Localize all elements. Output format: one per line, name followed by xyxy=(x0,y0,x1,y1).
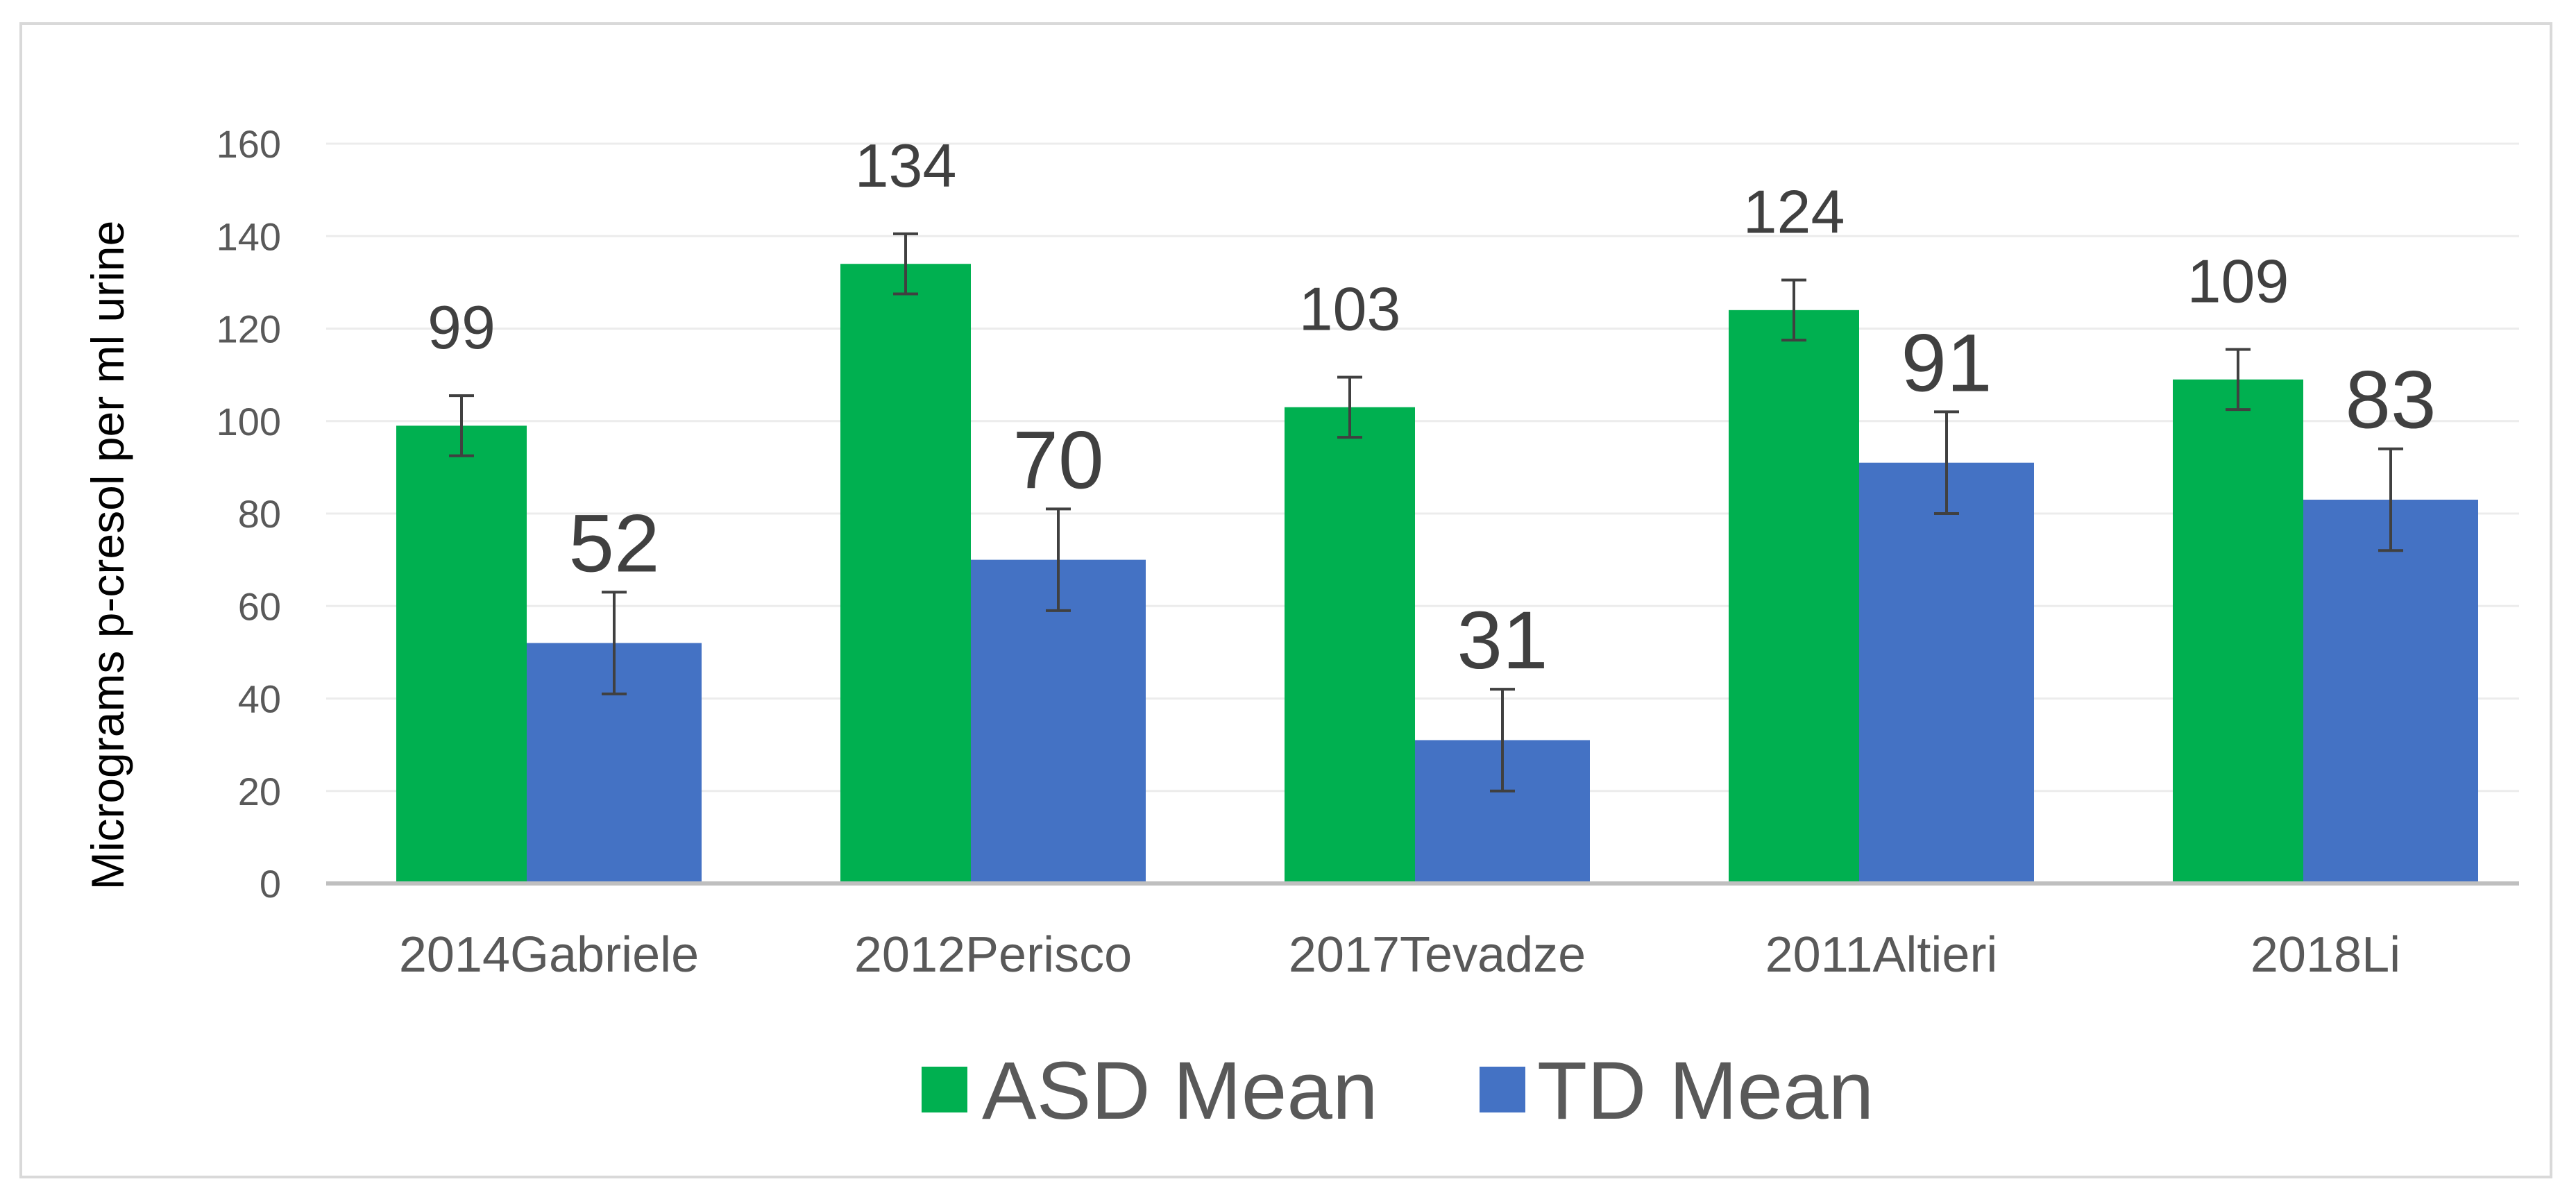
bar-td-mean xyxy=(971,559,1146,883)
y-tick-label: 60 xyxy=(238,584,281,628)
legend-label: TD Mean xyxy=(1537,1045,1874,1137)
error-bar-asd xyxy=(449,394,474,457)
data-label-td: 70 xyxy=(1012,414,1103,506)
legend-item-asd-mean[interactable]: ASD Mean xyxy=(922,1045,1378,1137)
legend-label: ASD Mean xyxy=(982,1045,1378,1137)
x-axis-categories: 2014Gabriele 2012Perisco 2017Tevadze 2011Al… xyxy=(399,927,2400,983)
bar-asd-mean xyxy=(1729,310,1859,884)
x-category-label: 2017Tevadze xyxy=(1289,927,1586,983)
y-tick-label: 120 xyxy=(217,307,281,351)
error-bar-td xyxy=(2378,447,2403,552)
data-label-td: 52 xyxy=(568,498,659,589)
error-bar-td xyxy=(602,591,627,695)
error-bar-asd xyxy=(2226,348,2251,412)
x-category-label: 2012Perisco xyxy=(854,927,1132,983)
data-label-td: 31 xyxy=(1457,595,1548,686)
y-tick-label: 140 xyxy=(217,214,281,258)
legend-item-td-mean[interactable]: TD Mean xyxy=(1480,1045,1874,1137)
error-bar-asd xyxy=(893,232,918,296)
error-bar-asd xyxy=(1781,278,1806,342)
error-bars xyxy=(449,232,2403,793)
data-label-asd: 134 xyxy=(855,131,957,200)
error-bar-asd xyxy=(1337,375,1362,439)
y-axis-title: Micrograms p-cresol per ml urine xyxy=(82,221,133,890)
error-bar-td xyxy=(1490,688,1515,793)
error-bar-td xyxy=(1046,507,1071,612)
data-label-td: 83 xyxy=(2345,355,2436,446)
bar-asd-mean xyxy=(2173,379,2303,883)
y-tick-label: 0 xyxy=(260,862,281,906)
legend-swatch xyxy=(922,1067,967,1112)
y-tick-label: 20 xyxy=(238,770,281,813)
data-label-asd: 109 xyxy=(2187,246,2289,315)
data-labels: 99 52 134 70 103 31 124 91 109 83 xyxy=(427,131,2437,686)
data-label-asd: 124 xyxy=(1743,178,1845,246)
x-category-label: 2018Li xyxy=(2251,927,2400,983)
bar-td-mean xyxy=(2303,500,2478,883)
data-label-asd: 99 xyxy=(427,293,495,362)
bar-td-mean xyxy=(1859,462,2034,883)
bars xyxy=(396,264,2478,884)
y-axis-ticks: 0 20 40 60 80 100 120 140 160 xyxy=(217,122,281,906)
y-tick-label: 100 xyxy=(217,400,281,443)
x-category-label: 2014Gabriele xyxy=(399,927,699,983)
legend-swatch xyxy=(1480,1067,1525,1112)
y-tick-label: 40 xyxy=(238,677,281,721)
x-category-label: 2011Altieri xyxy=(1765,927,1998,983)
data-label-asd: 103 xyxy=(1299,274,1401,343)
data-label-td: 91 xyxy=(1901,317,1992,409)
bar-asd-mean xyxy=(396,425,527,883)
error-bar-td xyxy=(1934,410,1959,515)
y-tick-label: 160 xyxy=(217,122,281,166)
y-tick-label: 80 xyxy=(238,492,281,536)
bar-asd-mean xyxy=(840,264,971,884)
bar-asd-mean xyxy=(1285,407,1415,883)
legend[interactable]: ASD Mean TD Mean xyxy=(922,1045,1874,1137)
